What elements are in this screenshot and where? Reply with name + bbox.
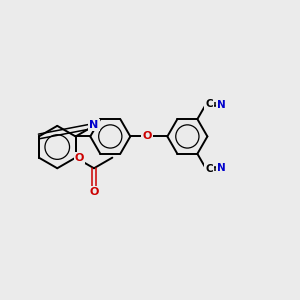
Text: N: N: [217, 100, 226, 110]
Text: N: N: [217, 163, 226, 173]
Text: N: N: [89, 120, 99, 130]
Text: C: C: [206, 164, 213, 174]
Text: O: O: [142, 131, 152, 142]
Text: O: O: [89, 188, 99, 197]
Text: O: O: [75, 153, 84, 163]
Text: C: C: [206, 99, 213, 109]
